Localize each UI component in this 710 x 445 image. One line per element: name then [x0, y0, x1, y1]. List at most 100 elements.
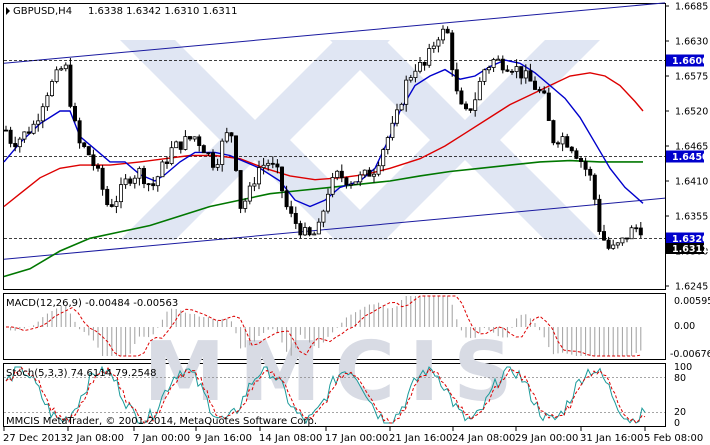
candle[interactable] [151, 177, 156, 191]
candle[interactable] [183, 130, 188, 151]
candle[interactable] [404, 75, 409, 112]
candle[interactable] [307, 226, 312, 237]
candle[interactable] [261, 157, 266, 175]
candle[interactable] [109, 198, 114, 208]
candle[interactable] [427, 43, 432, 68]
candle[interactable] [514, 59, 519, 79]
candle[interactable] [620, 237, 625, 246]
candle[interactable] [233, 135, 238, 172]
candle[interactable] [625, 237, 630, 243]
candle[interactable] [602, 224, 607, 241]
candle[interactable] [312, 231, 317, 236]
ma-mid-line[interactable] [3, 72, 644, 208]
candle[interactable] [247, 182, 252, 205]
candle[interactable] [243, 198, 248, 213]
channel-upper-line[interactable] [3, 2, 666, 64]
candle[interactable] [486, 65, 491, 74]
candle[interactable] [597, 194, 602, 235]
candle[interactable] [4, 125, 9, 132]
candle[interactable] [238, 170, 243, 214]
candle[interactable] [496, 55, 501, 61]
candle[interactable] [450, 30, 455, 77]
candle[interactable] [519, 66, 524, 85]
candle[interactable] [417, 56, 422, 74]
candle[interactable] [224, 127, 229, 144]
candle[interactable] [422, 61, 427, 71]
candle[interactable] [579, 156, 584, 168]
macd-panel[interactable] [3, 293, 666, 360]
candle[interactable] [592, 173, 597, 206]
candle[interactable] [215, 158, 220, 171]
candle[interactable] [533, 76, 538, 90]
candle[interactable] [164, 156, 169, 169]
candle[interactable] [128, 176, 133, 187]
candle[interactable] [611, 239, 616, 250]
candle[interactable] [266, 159, 271, 171]
candle[interactable] [454, 62, 459, 95]
candle[interactable] [629, 225, 634, 240]
candle[interactable] [615, 242, 620, 249]
candle[interactable] [174, 140, 179, 149]
candle[interactable] [348, 181, 353, 189]
candle[interactable] [459, 87, 464, 105]
candle[interactable] [210, 149, 215, 171]
candle[interactable] [141, 165, 146, 189]
candle[interactable] [477, 77, 482, 101]
candle[interactable] [523, 64, 528, 84]
stoch-panel[interactable] [3, 363, 666, 427]
candle[interactable] [206, 152, 211, 156]
candle[interactable] [279, 166, 284, 199]
candle[interactable] [556, 140, 561, 148]
candle[interactable] [160, 159, 165, 178]
candle[interactable] [73, 102, 78, 123]
candle[interactable] [82, 141, 87, 149]
candle[interactable] [500, 55, 505, 74]
candle[interactable] [468, 108, 473, 114]
candle[interactable] [59, 66, 64, 72]
candle[interactable] [8, 126, 13, 148]
time-axis[interactable]: 27 Dec 2013 2 Jan 08:00 7 Jan 00:00 9 Jan 1… [3, 427, 703, 444]
candle[interactable] [68, 57, 73, 109]
candle[interactable] [509, 68, 514, 75]
candle[interactable] [123, 174, 128, 189]
candlesticks[interactable] [4, 25, 643, 251]
price-axis[interactable]: 1.6685 1.6630 1.6575 1.6520 1.6465 1.6410 1.63… [665, 2, 709, 293]
candle[interactable] [431, 41, 436, 53]
candle[interactable] [574, 148, 579, 160]
candle[interactable] [96, 163, 101, 172]
candle[interactable] [275, 159, 280, 174]
candle[interactable] [339, 164, 344, 183]
candle[interactable] [583, 157, 588, 177]
candle[interactable] [505, 65, 510, 73]
candle[interactable] [63, 62, 68, 72]
candle[interactable] [344, 176, 349, 189]
candle[interactable] [26, 126, 31, 135]
candle[interactable] [50, 79, 55, 97]
candle[interactable] [77, 117, 82, 149]
candle[interactable] [155, 175, 160, 192]
candle[interactable] [381, 147, 386, 172]
candle[interactable] [293, 206, 298, 230]
candle[interactable] [201, 144, 206, 154]
candle[interactable] [13, 136, 18, 152]
candle[interactable] [325, 188, 330, 214]
candle[interactable] [270, 156, 275, 169]
candle[interactable] [192, 136, 197, 142]
candle[interactable] [119, 177, 124, 209]
candle[interactable] [353, 181, 358, 185]
candle[interactable] [252, 177, 257, 192]
candle[interactable] [187, 136, 192, 142]
candle[interactable] [606, 236, 611, 251]
candle[interactable] [100, 164, 105, 196]
candle[interactable] [31, 120, 36, 135]
ma-slow-line[interactable] [3, 159, 643, 278]
candle[interactable] [45, 92, 50, 111]
candle[interactable] [473, 92, 478, 117]
candle[interactable] [86, 145, 91, 156]
candle[interactable] [634, 224, 639, 233]
candle[interactable] [560, 132, 565, 152]
candle[interactable] [463, 101, 468, 111]
candle[interactable] [169, 141, 174, 166]
candle[interactable] [289, 200, 294, 218]
candle[interactable] [298, 220, 303, 239]
